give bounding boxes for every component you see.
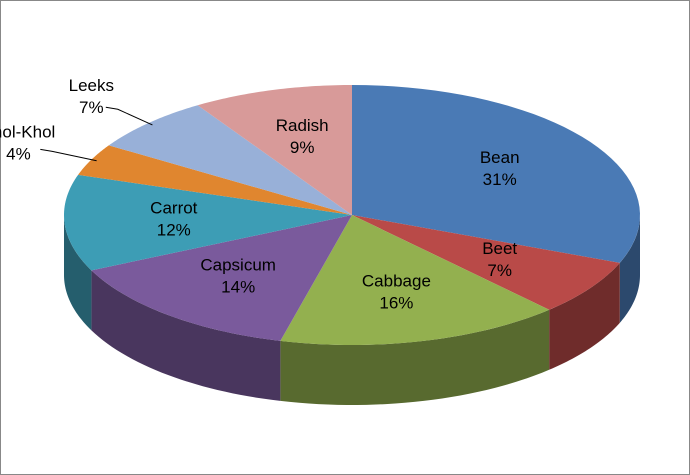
- slice-label: Beet: [482, 239, 517, 258]
- pie-slice: [64, 174, 353, 271]
- slice-value-label: 14%: [221, 278, 255, 297]
- pie-side: [619, 215, 640, 323]
- pie-slice: [352, 85, 640, 263]
- pie-slice: [91, 215, 353, 341]
- pie-side: [549, 262, 620, 370]
- slice-label: Cabbage: [362, 272, 431, 291]
- slice-label: Capsicum: [200, 256, 276, 275]
- slice-label: Carrot: [150, 199, 198, 218]
- pie-slice: [108, 105, 352, 215]
- pie-slice: [280, 215, 550, 345]
- leader-line: [105, 106, 153, 126]
- slice-label: Radish: [276, 116, 329, 135]
- slice-value-label: 12%: [157, 221, 191, 240]
- leader-line: [40, 148, 97, 162]
- slice-value-label: 7%: [79, 98, 104, 117]
- pie-slice: [352, 215, 620, 310]
- pie-side: [91, 270, 281, 401]
- slice-value-label: 9%: [290, 138, 315, 157]
- pie-slice: [197, 85, 352, 215]
- slice-label: Leeks: [69, 76, 114, 95]
- pie-slice: [78, 145, 352, 215]
- pie-side: [64, 215, 92, 331]
- slice-label: Knol-Khol: [0, 123, 55, 142]
- slice-value-label: 16%: [379, 294, 413, 313]
- pie-side: [280, 309, 550, 405]
- slice-label: Bean: [480, 148, 520, 167]
- slice-value-label: 31%: [483, 170, 517, 189]
- slice-value-label: 7%: [487, 261, 512, 280]
- slice-value-label: 4%: [6, 145, 31, 164]
